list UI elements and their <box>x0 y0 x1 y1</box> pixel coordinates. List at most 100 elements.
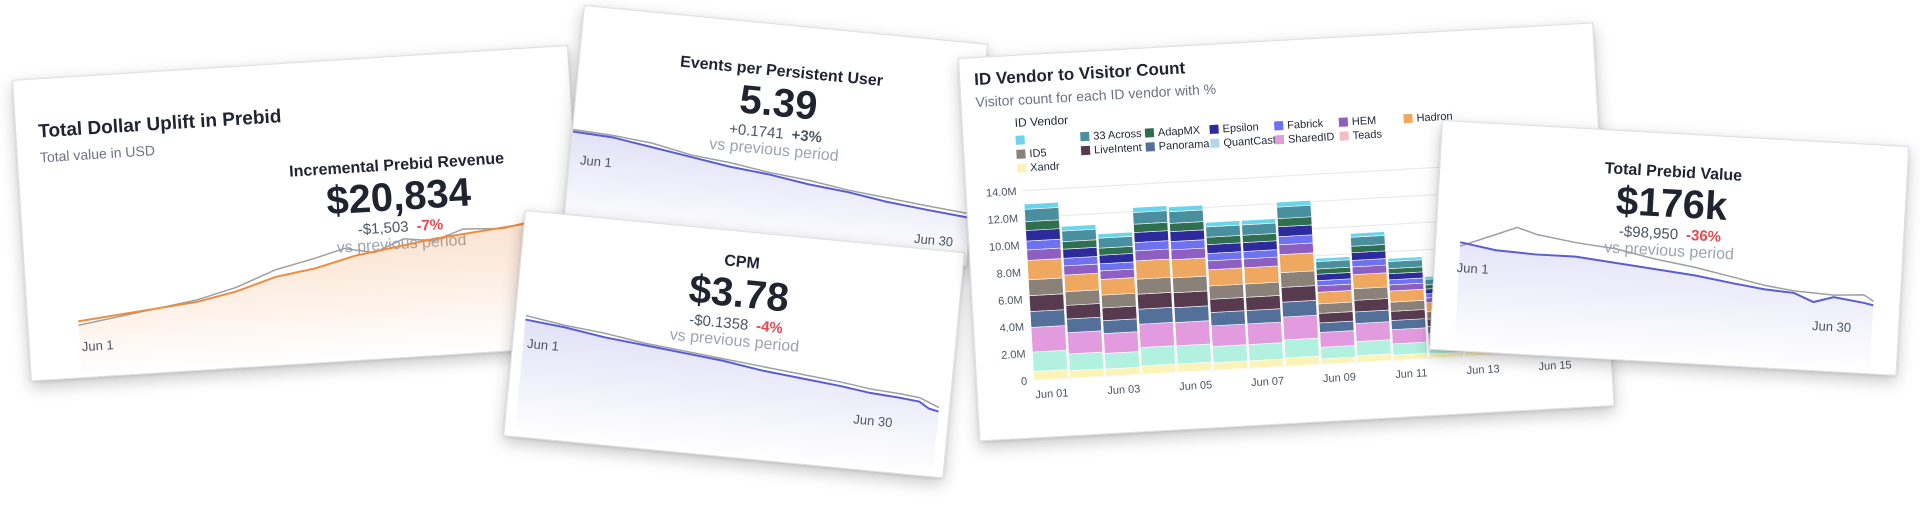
y-tick-label: 2.0M <box>1001 349 1026 362</box>
legend-label: Fabrick <box>1287 118 1324 132</box>
bar-segment-sharedid <box>1030 325 1067 353</box>
bar-segment-id5 <box>1172 275 1208 294</box>
bar-segment-hadron <box>1026 258 1063 281</box>
bar-segment-liveintent <box>1245 295 1281 311</box>
bar-segment-panorama <box>1102 318 1138 334</box>
bar-segment-panorama <box>1210 310 1246 327</box>
sparkline-previous <box>572 128 971 215</box>
bar-segment-hadron <box>1317 290 1353 305</box>
legend-label: QuantCast <box>1223 134 1276 149</box>
legend-label: 33 Across <box>1093 128 1142 143</box>
bar-segment-hadron <box>1279 252 1315 274</box>
bar-segment-hadron <box>1171 257 1207 279</box>
bar-segment-quantcast <box>1356 339 1392 357</box>
legend-label: ID5 <box>1029 147 1047 160</box>
bar-segment-sharedid <box>1282 314 1319 341</box>
x-axis-start-label: Jun 1 <box>579 152 613 171</box>
sparkline <box>78 213 586 378</box>
legend-swatch <box>1017 163 1027 173</box>
bar-segment-id5 <box>1101 292 1137 309</box>
bar-segment-quantcast <box>1140 345 1176 367</box>
bar-segment-id5 <box>1136 277 1172 295</box>
bar-segment-liveintent <box>1028 293 1065 312</box>
bar-segment-33-across <box>1024 207 1060 223</box>
x-axis-end-label: Jun 30 <box>1811 317 1852 336</box>
sparkline-current <box>78 214 578 323</box>
bar-segment-other <box>1168 204 1204 213</box>
bar-segment-quantcast <box>1104 351 1140 370</box>
legend-label: Teads <box>1352 128 1382 142</box>
legend-label: Epsilon <box>1222 121 1259 135</box>
bar-segment-quantcast <box>1212 344 1248 364</box>
legend-swatch <box>1145 142 1155 152</box>
bar-segment-other <box>1061 224 1097 232</box>
legend-swatch <box>1209 124 1219 135</box>
y-tick-label: 8.0M <box>996 267 1021 280</box>
bar-segment-id5 <box>1028 277 1064 297</box>
bar-segment-hadron <box>1207 267 1244 287</box>
y-tick-label: 10.0M <box>989 240 1020 254</box>
bar-segment-sharedid <box>1138 322 1175 348</box>
bar-segment-panorama <box>1137 307 1174 325</box>
legend-swatch <box>1339 131 1349 141</box>
x-tick-label: Jun 03 <box>1107 383 1141 397</box>
sparkline <box>514 314 940 477</box>
bar-segment-33-across <box>1168 209 1204 224</box>
legend-label: AdapMX <box>1158 125 1201 139</box>
bar-segment-sharedid <box>1319 330 1356 348</box>
bar-segment-liveintent <box>1280 285 1317 303</box>
legend-swatch <box>1015 135 1025 145</box>
legend-swatch <box>1016 149 1026 159</box>
bar-segment-other <box>1132 205 1168 213</box>
bar-segment-sharedid <box>1210 323 1247 347</box>
bar-segment-hadron <box>1135 258 1171 280</box>
legend-label: LiveIntent <box>1094 142 1142 157</box>
bar-segment-quantcast <box>1392 341 1428 356</box>
bar-segment-quantcast <box>1032 349 1068 372</box>
bar-segment-other <box>1097 231 1133 239</box>
legend-swatch <box>1273 120 1284 131</box>
bar-segment-33-across <box>1132 210 1168 225</box>
bar-segment-sharedid <box>1391 327 1428 345</box>
sparkline-previous <box>1459 226 1874 302</box>
bar-segment-other <box>1205 220 1241 228</box>
card-total-prebid-value[interactable]: Total Prebid Value $176k -$98,950 -36% vs… <box>1429 120 1910 376</box>
legend-label: Panorama <box>1158 138 1210 153</box>
x-tick-label: Jun 11 <box>1395 367 1428 381</box>
legend-swatch <box>1080 131 1090 142</box>
card-dollar-uplift[interactable]: Total Dollar Uplift in Prebid Total valu… <box>12 45 587 382</box>
bar-segment-panorama <box>1281 300 1318 318</box>
bar-segment-other <box>1315 256 1351 262</box>
bar-segment-other <box>1023 201 1059 210</box>
bar-segment-hadron <box>1063 272 1100 293</box>
legend-label: Xandr <box>1030 160 1060 174</box>
legend-swatch <box>1338 117 1349 127</box>
bar-segment-liveintent <box>1209 297 1245 313</box>
y-tick-label: 0 <box>1021 376 1028 388</box>
legend-label: HEM <box>1352 115 1377 128</box>
legend-swatch <box>1210 138 1220 149</box>
legend-swatch <box>1274 134 1285 145</box>
bar-segment-panorama <box>1029 309 1066 328</box>
x-axis-start-label: Jun 1 <box>526 335 560 354</box>
y-tick-label: 12.0M <box>987 213 1018 227</box>
bar-segment-hadron <box>1389 288 1425 303</box>
bar-segment-other <box>1349 231 1385 238</box>
bar-segment-panorama <box>1173 305 1210 323</box>
y-tick-label: 6.0M <box>998 294 1023 307</box>
bar-segment-liveintent <box>1065 303 1102 320</box>
bar-segment-33-across <box>1276 204 1312 219</box>
y-tick-label: 14.0M <box>986 186 1017 200</box>
bar-segment-liveintent <box>1353 298 1390 313</box>
bar-segment-sharedid <box>1355 321 1391 342</box>
x-tick-label: Jun 15 <box>1538 359 1572 373</box>
legend-label: SharedID <box>1288 131 1335 146</box>
bar-segment-panorama <box>1246 308 1282 325</box>
bar-segment-id5 <box>1244 281 1281 298</box>
card-cpm[interactable]: CPM $3.78 -$0.1358 -4% vs previous period… <box>503 210 965 479</box>
bar-segment-hadron <box>1352 272 1388 290</box>
sparkline-current <box>525 318 939 413</box>
legend-swatch <box>1144 128 1155 138</box>
x-axis-start-label: Jun 1 <box>1456 260 1489 277</box>
bar-segment-other <box>1276 200 1312 208</box>
